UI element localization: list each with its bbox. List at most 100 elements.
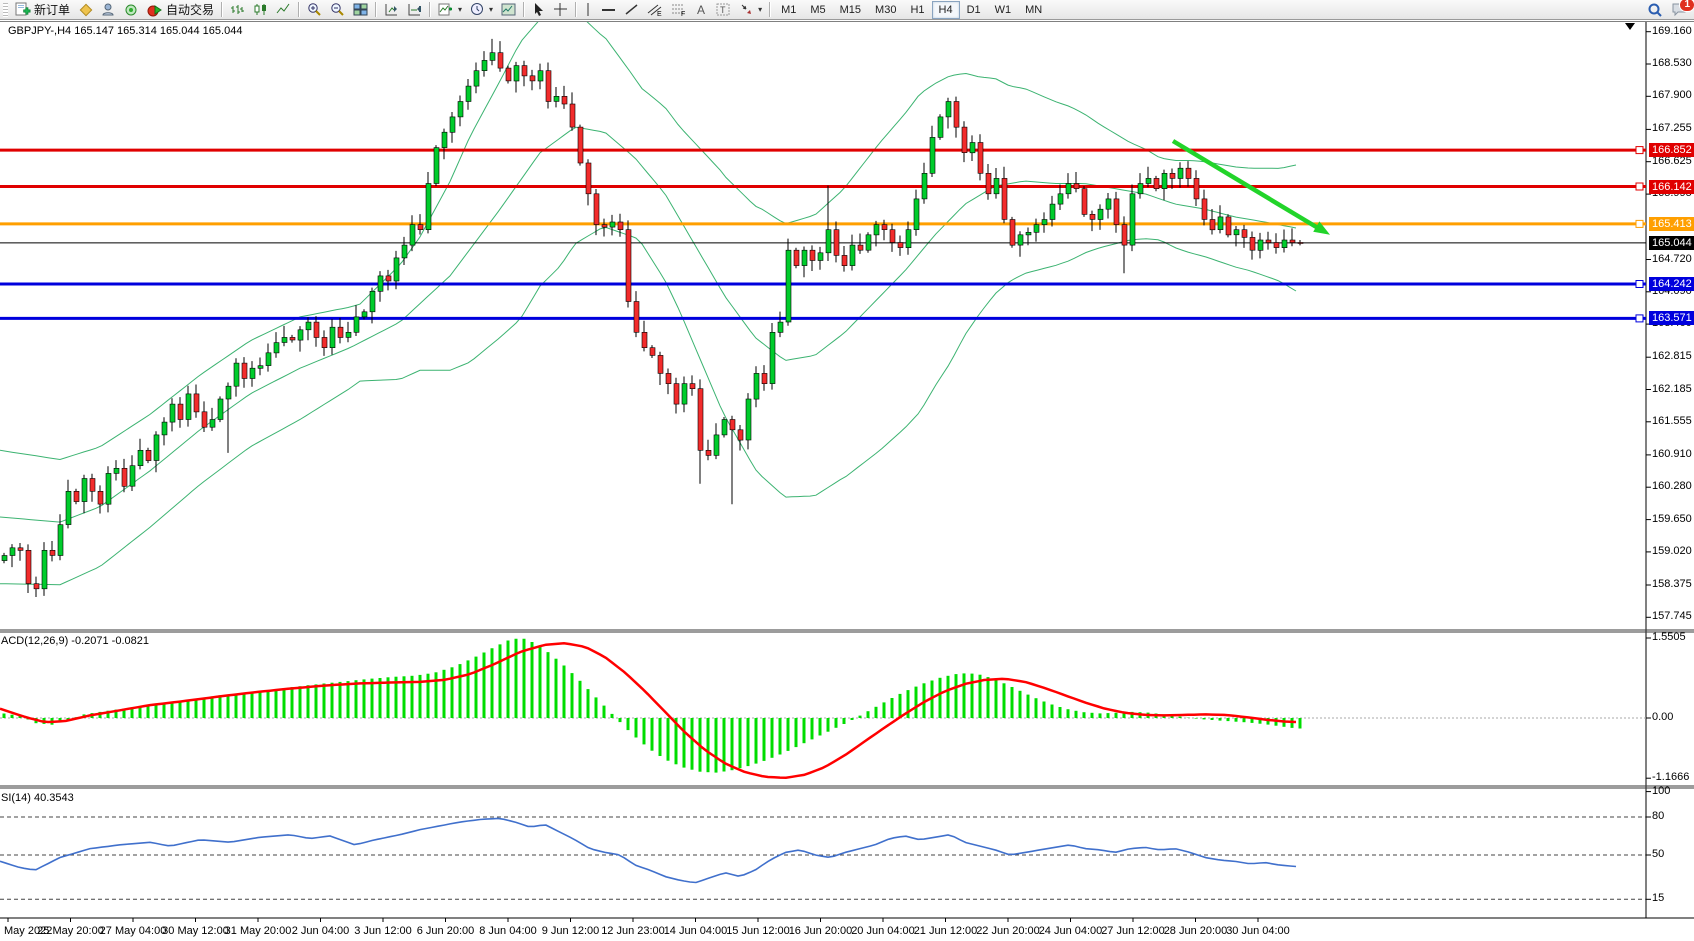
toolbar-separator xyxy=(769,2,772,17)
toolbar-separator xyxy=(221,2,224,17)
text-tool-button[interactable]: A xyxy=(691,0,712,19)
time-axis-label: 24 Jun 04:00 xyxy=(1038,925,1103,937)
auto-trading-button-label: 自动交易 xyxy=(166,3,215,17)
arrows-icon xyxy=(739,2,754,17)
price-tick-label: 168.530 xyxy=(1652,57,1692,69)
time-axis-label: 27 May 04:00 xyxy=(99,925,167,937)
timeframe-m5-button[interactable]: M5 xyxy=(810,3,826,16)
macd-axis-label: 0.00 xyxy=(1652,711,1674,723)
label-tool-button[interactable]: T xyxy=(712,0,735,19)
autotrade-icon xyxy=(147,2,163,17)
time-axis-label: 30 Jun 04:00 xyxy=(1226,925,1290,937)
toolbar: 新订单 自动交易 ▾ ▾ E F A T ▾ M1 M5 M15 M30 H1 H4 D1 W1 MN 1 xyxy=(0,0,1694,20)
search-button[interactable] xyxy=(1643,0,1667,19)
rsi-axis-label: 100 xyxy=(1652,784,1671,797)
timeframe-h4-button[interactable]: H4 xyxy=(931,0,960,19)
tile-windows-button[interactable] xyxy=(349,0,372,19)
notifications-button[interactable]: 1 xyxy=(1667,0,1694,19)
channel-tool-button[interactable]: E xyxy=(643,0,667,19)
svg-text:A: A xyxy=(697,3,705,17)
fibonacci-icon: F xyxy=(671,2,687,17)
timeframe-h1-button[interactable]: H1 xyxy=(910,3,925,16)
arrows-tool-button[interactable]: ▾ xyxy=(735,0,766,19)
timeframe-d1-button[interactable]: D1 xyxy=(966,3,981,16)
auto-trading-button[interactable]: 自动交易 xyxy=(143,0,218,19)
price-tick-label: 166.625 xyxy=(1652,154,1692,167)
timeframe-mn-button[interactable]: MN xyxy=(1025,3,1043,16)
signals-button[interactable] xyxy=(120,0,143,19)
svg-text:F: F xyxy=(681,11,685,17)
dropdown-caret-icon: ▾ xyxy=(458,5,463,14)
bar-chart-button[interactable] xyxy=(226,0,249,19)
price-tick-label: 162.185 xyxy=(1652,382,1692,395)
profiles-button[interactable] xyxy=(97,0,120,19)
search-icon xyxy=(1647,2,1663,18)
rsi-axis-label: 50 xyxy=(1652,848,1665,860)
time-axis-label: 25 May 20:00 xyxy=(37,925,104,937)
trendline-icon xyxy=(624,2,639,17)
toolbar-separator xyxy=(523,2,526,17)
price-tick-label: 162.815 xyxy=(1652,350,1692,363)
chart-properties-button[interactable] xyxy=(497,0,520,19)
trendline-tool-button[interactable] xyxy=(620,0,643,19)
label-icon: T xyxy=(716,2,731,17)
signal-icon xyxy=(124,2,139,17)
macd-indicator-label: ACD(12,26,9) -0.2071 -0.0821 xyxy=(1,635,149,647)
time-axis-label: 12 Jun 23:00 xyxy=(601,925,665,937)
toolbar-separator xyxy=(429,2,432,17)
price-level-badge: 166.852 xyxy=(1649,143,1694,158)
rsi-axis-label: 80 xyxy=(1652,810,1665,822)
zoom-in-button[interactable] xyxy=(303,0,326,19)
cursor-tool-button[interactable] xyxy=(528,0,549,19)
zoom-out-button[interactable] xyxy=(326,0,349,19)
fibonacci-tool-button[interactable]: F xyxy=(667,0,691,19)
time-axis-label: 21 Jun 12:00 xyxy=(913,925,978,937)
vertical-line-tool-button[interactable] xyxy=(580,0,597,19)
time-axis-label: 9 Jun 12:00 xyxy=(541,925,600,937)
time-axis-label: 16 Jun 20:00 xyxy=(788,925,853,937)
crosshair-tool-button[interactable] xyxy=(549,0,572,19)
candlestick-chart-button[interactable] xyxy=(249,0,272,19)
new-order-button-label: 新订单 xyxy=(34,3,71,17)
price-tick-label: 161.555 xyxy=(1652,414,1692,427)
indicator-window-2-button[interactable] xyxy=(403,0,426,19)
horizontal-line-tool-button[interactable] xyxy=(597,0,620,19)
time-axis-label: 6 Jun 20:00 xyxy=(416,925,475,937)
time-axis-label: 15 Jun 12:00 xyxy=(726,925,790,937)
timeframe-m1-button[interactable]: M1 xyxy=(781,3,797,16)
crosshair-icon xyxy=(553,2,568,17)
dropdown-caret-icon: ▾ xyxy=(489,5,494,14)
price-level-badge: 165.413 xyxy=(1649,216,1694,231)
time-axis-label: 28 Jun 20:00 xyxy=(1163,925,1228,937)
indicator-window-2-icon xyxy=(407,2,422,17)
candlestick-icon xyxy=(253,2,268,17)
dropdown-caret-icon: ▾ xyxy=(758,5,763,14)
toolbar-separator xyxy=(575,2,578,17)
new-order-icon xyxy=(15,2,31,17)
timeframe-m30-button[interactable]: M30 xyxy=(875,3,897,16)
indicator-window-icon xyxy=(384,2,399,17)
new-order-button[interactable]: 新订单 xyxy=(11,0,74,19)
time-axis-label: 22 Jun 20:00 xyxy=(976,925,1040,937)
add-indicator-button[interactable]: ▾ xyxy=(434,0,466,19)
svg-text:T: T xyxy=(720,5,726,15)
price-level-badge: 163.571 xyxy=(1649,311,1694,326)
toolbar-separator xyxy=(298,2,301,17)
text-icon: A xyxy=(695,2,708,17)
timeframe-w1-button[interactable]: W1 xyxy=(994,3,1012,16)
price-tick-label: 159.650 xyxy=(1652,512,1692,525)
toolbar-drag-handle[interactable] xyxy=(3,2,8,17)
price-tick-label: 159.020 xyxy=(1652,544,1692,557)
indicator-window-button[interactable] xyxy=(380,0,403,19)
zoom-in-icon xyxy=(307,2,322,17)
line-chart-button[interactable] xyxy=(272,0,295,19)
highlighter-button[interactable] xyxy=(74,0,97,19)
time-axis-label: 30 May 12:00 xyxy=(162,925,229,937)
horizontal-line-icon xyxy=(601,2,616,17)
rsi-axis-label: 15 xyxy=(1652,892,1665,905)
period-selector-button[interactable]: ▾ xyxy=(466,0,497,19)
timeframe-m15-button[interactable]: M15 xyxy=(839,3,862,16)
line-chart-icon xyxy=(276,2,291,17)
